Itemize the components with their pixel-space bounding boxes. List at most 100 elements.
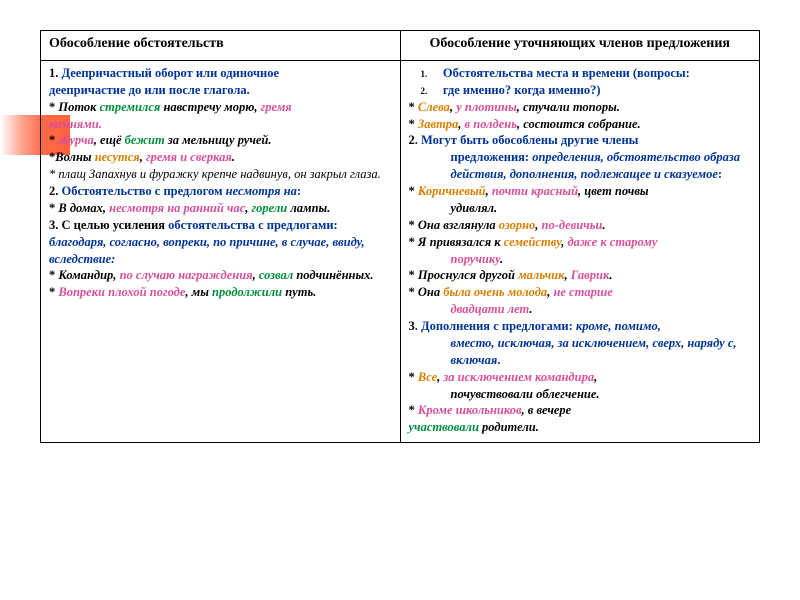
txt: .: [529, 302, 532, 316]
txt: благодаря, согласно, вопреки, по причине…: [49, 235, 365, 266]
txt: *: [409, 218, 418, 232]
txt: Гаврик: [571, 268, 610, 282]
txt: :: [718, 167, 722, 181]
txt: .: [497, 353, 500, 367]
txt: Проснулся другой: [418, 268, 518, 282]
txt: , состоится собрание.: [517, 117, 641, 131]
txt: *: [49, 268, 58, 282]
txt: .: [602, 218, 605, 232]
txt: .: [609, 268, 612, 282]
txt: вместо, исключая, за исключением, сверх,…: [451, 336, 737, 367]
txt: *: [49, 133, 58, 147]
txt: двадцати лет: [451, 302, 530, 316]
txt: гремя: [261, 100, 292, 114]
txt: Я привязался к: [418, 235, 504, 249]
txt: *: [409, 235, 418, 249]
txt: озорно: [499, 218, 536, 232]
txt: . Могут быть обособлены другие члены: [415, 133, 639, 147]
txt: камнями.: [49, 117, 102, 131]
txt: Слева: [418, 100, 450, 114]
txt: *: [409, 117, 418, 131]
txt: . Дополнения с предлогами:: [415, 319, 576, 333]
txt: Коричневый: [418, 184, 486, 198]
txt: *: [49, 201, 58, 215]
txt: , мы: [185, 285, 212, 299]
header-right: Обособление уточняющих членов предложени…: [400, 31, 760, 61]
txt: Кроме школьников: [418, 403, 522, 417]
grammar-table: Обособление обстоятельств Обособление ут…: [40, 30, 760, 443]
txt: ,: [594, 370, 597, 384]
txt: *: [409, 370, 418, 384]
txt: почувствовали облегчение.: [451, 387, 600, 401]
txt: горели: [252, 201, 288, 215]
txt: навстречу морю,: [160, 100, 260, 114]
txt: 3.: [49, 218, 62, 232]
txt: деепричастие до или после глагола.: [49, 83, 250, 97]
txt: *: [409, 100, 418, 114]
txt: Вопреки плохой погоде: [58, 285, 185, 299]
txt: 2.: [49, 184, 62, 198]
txt: *: [409, 285, 418, 299]
txt: гремя и сверкая: [146, 150, 232, 164]
txt: *: [409, 184, 418, 198]
txt: не старше: [553, 285, 612, 299]
txt: предложения:: [451, 150, 533, 164]
txt: несутся: [95, 150, 140, 164]
txt: по случаю награждения: [120, 268, 253, 282]
txt: за мельницу ручей.: [165, 133, 272, 147]
txt: лампы.: [287, 201, 330, 215]
txt: *: [409, 268, 418, 282]
txt: бежит: [125, 133, 165, 147]
txt: по-девичьи: [542, 218, 603, 232]
txt: родители.: [479, 420, 539, 434]
txt: 1.: [421, 69, 428, 79]
txt: Обстоятельства места и времени (вопросы:: [443, 66, 690, 80]
txt: Волны: [55, 150, 94, 164]
txt: обстоятельства с предлогами:: [168, 218, 338, 232]
txt: подчинённых.: [293, 268, 373, 282]
txt: почти красный: [492, 184, 578, 198]
txt: Она взглянула: [418, 218, 499, 232]
txt: .: [500, 252, 503, 266]
txt: *: [409, 403, 418, 417]
txt: Журча: [58, 133, 93, 147]
cell-right: 1. Обстоятельства места и времени (вопро…: [400, 60, 760, 442]
txt: 2.: [421, 86, 428, 96]
txt: Все: [418, 370, 437, 384]
txt: С целью усиления: [62, 218, 169, 232]
txt: , в вечере: [522, 403, 572, 417]
txt: созвал: [259, 268, 293, 282]
header-left: Обособление обстоятельств: [41, 31, 401, 61]
txt: В домах,: [58, 201, 109, 215]
txt: участвовали: [409, 420, 479, 434]
cell-left: 1. Деепричастный оборот или одиночное де…: [41, 60, 401, 442]
txt: поручику: [451, 252, 500, 266]
txt: удивлял.: [451, 201, 498, 215]
txt: Завтра: [418, 117, 458, 131]
txt: путь.: [282, 285, 316, 299]
txt: *: [49, 100, 58, 114]
txt: :: [297, 184, 301, 198]
txt: Поток: [58, 100, 99, 114]
txt: несмотря на ранний час: [109, 201, 245, 215]
txt: 1.: [49, 66, 62, 80]
txt: Обстоятельство с предлогом: [62, 184, 226, 198]
txt: за исключением командира: [443, 370, 594, 384]
txt: * плащ Запахнув и фуражку крепче надвину…: [49, 166, 392, 183]
txt: даже к старому: [567, 235, 657, 249]
txt: Она: [418, 285, 443, 299]
txt: стучали топоры.: [523, 100, 620, 114]
txt: в полдень: [465, 117, 517, 131]
txt: , ещё: [94, 133, 125, 147]
txt: мальчик: [518, 268, 564, 282]
txt: , цвет почвы: [578, 184, 649, 198]
txt: *: [49, 285, 58, 299]
txt: где именно? когда именно?): [443, 83, 601, 97]
txt: продолжили: [212, 285, 282, 299]
txt: кроме, помимо,: [576, 319, 661, 333]
txt: была очень молода: [443, 285, 547, 299]
txt: Командир,: [58, 268, 119, 282]
txt: стремился: [100, 100, 161, 114]
txt: .: [232, 150, 235, 164]
txt: несмотря на: [226, 184, 297, 198]
